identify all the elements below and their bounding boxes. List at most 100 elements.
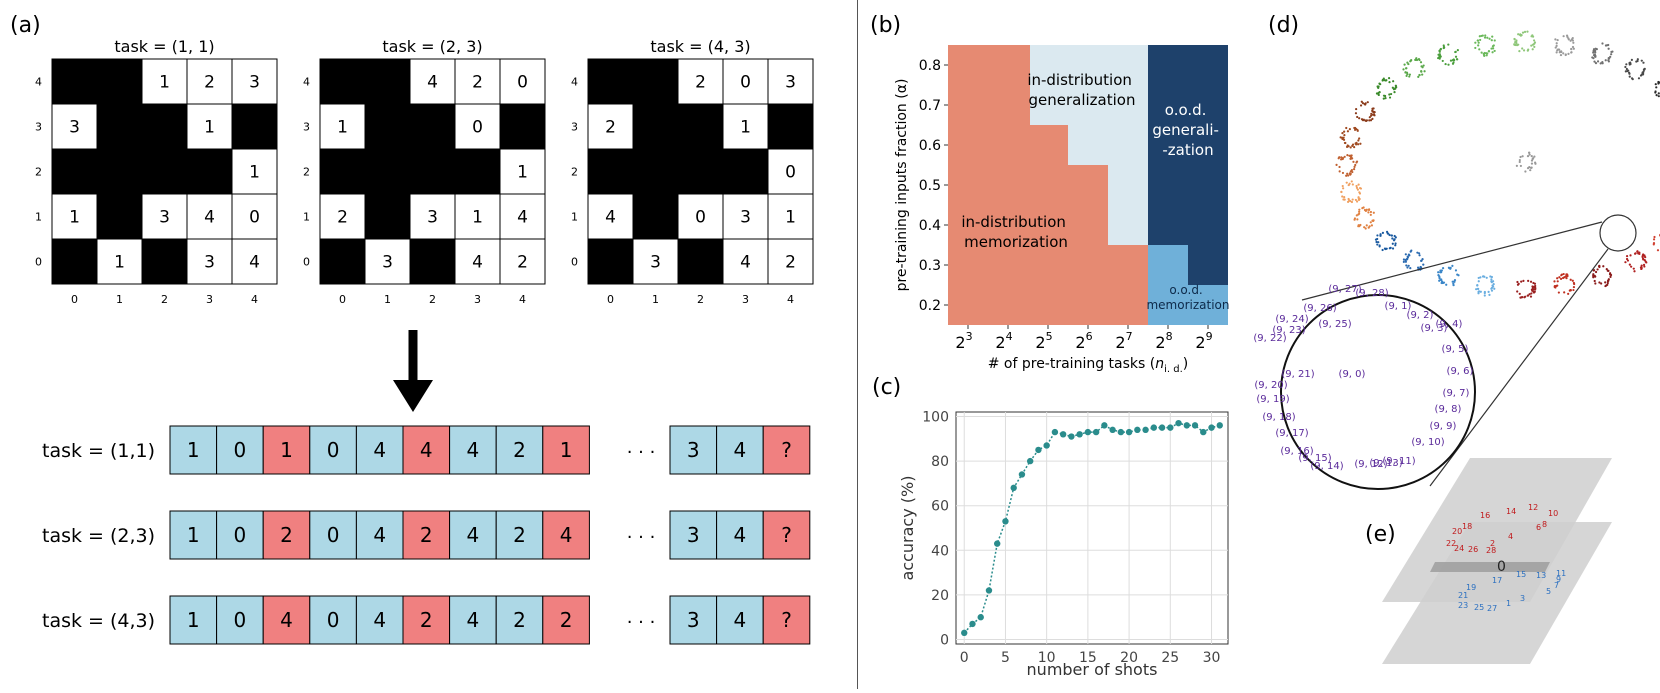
- cluster-dot: [1421, 73, 1424, 76]
- sequence-token-value: 4: [420, 438, 433, 462]
- cluster-dot: [1454, 50, 1457, 53]
- cluster-dot: [1402, 68, 1405, 71]
- cluster-dot: [1421, 66, 1424, 69]
- cluster-dot: [1625, 63, 1628, 66]
- cluster-dot: [1355, 161, 1358, 164]
- cluster-dot: [1607, 59, 1610, 62]
- cluster-dot: [1520, 280, 1523, 283]
- cluster-dot: [1610, 53, 1613, 56]
- grid-cell-value: 4: [740, 253, 751, 273]
- cluster-dot: [1554, 286, 1557, 289]
- grid-title: task = (4, 3): [650, 37, 750, 56]
- sequence-token-value: 2: [420, 608, 433, 632]
- cluster-dot: [1338, 165, 1341, 169]
- cluster-dot: [1484, 34, 1487, 37]
- accuracy-point: [1002, 518, 1009, 525]
- grid-x-tick: 3: [742, 293, 749, 306]
- sequence-token-value: 3: [687, 438, 700, 462]
- cluster-dot: [1406, 266, 1409, 269]
- cluster-dot: [1349, 157, 1352, 160]
- cluster-dot: [1606, 269, 1609, 272]
- cluster-dot: [1366, 101, 1369, 104]
- grid-y-tick: 1: [571, 211, 578, 224]
- cluster-dot: [1406, 256, 1409, 259]
- cluster-dot: [1372, 211, 1375, 214]
- grid-cell: [231, 148, 278, 195]
- cluster-dot: [1393, 238, 1396, 241]
- cluster-dot: [1353, 126, 1356, 130]
- sequence-label: task = (2,3): [42, 525, 155, 547]
- cluster-dot: [1592, 51, 1595, 54]
- sequence-label: task = (1,1): [42, 440, 155, 462]
- cluster-dot: [1607, 47, 1610, 50]
- cluster-dot: [1347, 197, 1350, 201]
- cluster-dot: [1388, 81, 1391, 84]
- cluster-dot: [1367, 211, 1370, 214]
- cluster-dot: [1655, 94, 1658, 97]
- grid-cell: [677, 58, 724, 105]
- cluster-dot: [1516, 280, 1519, 284]
- cluster-dot: [1418, 254, 1421, 257]
- sequence-token-value: 2: [560, 608, 573, 632]
- accuracy-point: [1158, 424, 1166, 431]
- cluster-dot: [1391, 242, 1394, 245]
- cluster-dot: [1479, 290, 1482, 293]
- grid-cell: [499, 238, 546, 285]
- cluster-dot: [1601, 42, 1604, 45]
- cluster-dot: [1356, 115, 1359, 119]
- cluster-dot: [1379, 83, 1382, 86]
- cluster-dot: [1347, 183, 1350, 187]
- sequence-token-value: 0: [327, 438, 340, 462]
- cluster-dot: [1390, 92, 1393, 96]
- cluster-dot: [1516, 290, 1519, 293]
- cluster-dot: [1370, 112, 1373, 115]
- cluster-dot: [1373, 114, 1376, 117]
- grid-cell-value: 2: [785, 253, 796, 273]
- cluster-dot: [1343, 196, 1346, 199]
- plane-bottom-label: 27: [1487, 604, 1497, 613]
- sequence-token-value: 1: [280, 438, 293, 462]
- cluster-dot: [1641, 255, 1644, 258]
- cluster-dot: [1628, 72, 1631, 75]
- accuracy-point: [1183, 422, 1190, 429]
- modular-task-grids: task = (1, 1) 1 2 3 3 1 1 1 3 4 0 1 3 4 0 1 2 3 4 4 3 2 1 0 task…: [35, 37, 814, 306]
- sequence-token-value: ?: [781, 523, 792, 547]
- grid-x-tick: 2: [697, 293, 704, 306]
- sequence-token: [716, 510, 764, 560]
- plane-bottom-label: 23: [1458, 601, 1468, 610]
- accuracy-point: [1167, 424, 1174, 431]
- label-ood-memorization: o.o.d. memorization: [1146, 283, 1229, 312]
- cluster-dot: [1559, 53, 1563, 57]
- sequence-token-value: 4: [467, 438, 480, 462]
- accuracy-point: [985, 587, 993, 594]
- cluster-dot: [1626, 259, 1630, 262]
- sequence-token-value: 4: [734, 438, 747, 462]
- center-cluster-dot: [1518, 158, 1521, 162]
- plane-top-label: 28: [1486, 546, 1496, 555]
- grid-cell: [499, 148, 546, 195]
- zoom-connector-upper: [1301, 221, 1603, 301]
- grid-cell-value: 1: [69, 208, 80, 228]
- cluster-dot: [1644, 256, 1647, 259]
- accuracy-point: [1059, 431, 1067, 438]
- accuracy-point: [1208, 424, 1215, 431]
- sequence-token: [762, 510, 811, 560]
- grid-cell: [231, 103, 278, 150]
- cluster-dot: [1592, 49, 1595, 53]
- cluster-dot: [1379, 233, 1382, 236]
- grid-cell-value: 1: [114, 253, 125, 273]
- cluster-dot: [1441, 267, 1445, 270]
- cluster-dot: [1404, 253, 1407, 256]
- cluster-dot: [1563, 291, 1566, 294]
- cluster-dot: [1355, 107, 1358, 111]
- accuracy-point: [1191, 422, 1199, 429]
- center-cluster-dot: [1526, 155, 1530, 158]
- cluster-dot: [1348, 172, 1352, 175]
- zoom-point-label: (9, 26): [1303, 303, 1336, 314]
- cluster-dot: [1417, 75, 1420, 78]
- cluster-dot: [1418, 58, 1421, 62]
- grid-cell: [319, 148, 366, 195]
- cluster-dot: [1355, 184, 1358, 188]
- cluster-dot: [1368, 225, 1371, 228]
- cluster-dot: [1376, 234, 1379, 237]
